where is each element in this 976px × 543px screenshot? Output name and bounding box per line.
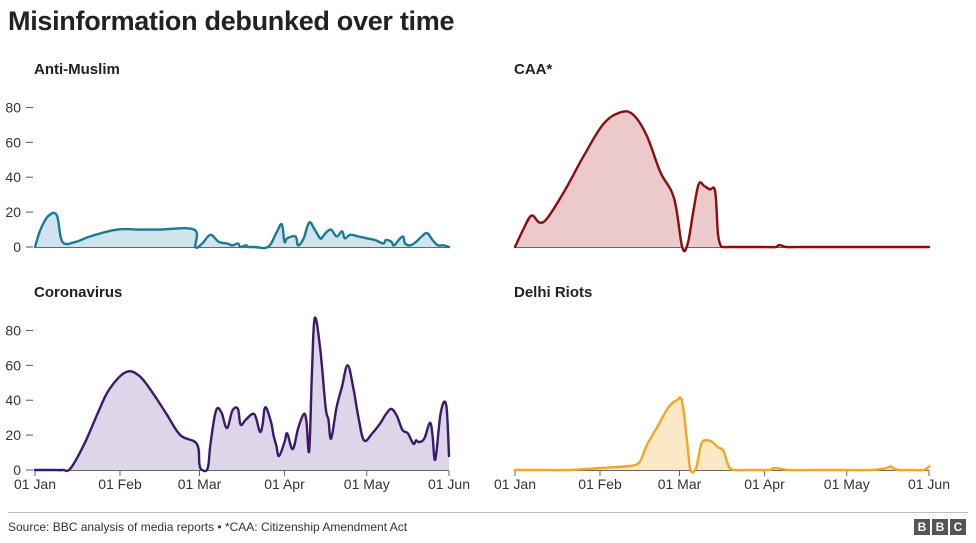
series-area	[35, 212, 449, 249]
y-tick-label: 80	[5, 99, 21, 115]
bbc-logo-letter: B	[932, 519, 948, 535]
series-area	[515, 397, 929, 473]
bbc-logo-letter: C	[950, 519, 966, 535]
y-tick-label: 0	[13, 239, 21, 255]
panel-title-coronavirus: Coronavirus	[34, 284, 123, 301]
panel-1	[513, 110, 931, 253]
x-tick-label: 01 Apr	[264, 476, 305, 492]
footer-divider	[8, 512, 968, 513]
panel-title-delhi-riots: Delhi Riots	[514, 284, 593, 301]
panel-3: 01 Jan 01 Feb 01 Mar 01 Apr 01 May 01 Jun	[494, 396, 950, 492]
x-tick-label: 01 May	[344, 476, 390, 492]
x-tick-label: 01 Jan	[494, 476, 536, 492]
series-area	[515, 111, 929, 252]
y-tick-label: 80	[5, 322, 21, 338]
panel-0: 0 20 40 60 80	[5, 99, 451, 255]
y-tick-label: 40	[5, 392, 21, 408]
bbc-logo: B B C	[914, 519, 966, 535]
series-line	[513, 396, 931, 474]
x-tick-label: 01 Jun	[428, 476, 470, 492]
panel-title-caa: CAA*	[514, 61, 553, 78]
panel-2: 0 20 40 60 80 01 Jan 01 Feb 01 Mar 01 Apr 01 May 0…	[5, 316, 470, 492]
y-tick-label: 60	[5, 134, 21, 150]
source-note: Source: BBC analysis of media reports • …	[8, 520, 408, 534]
chart-title: Misinformation debunked over time	[8, 6, 455, 36]
x-tick-label: 01 Feb	[578, 476, 622, 492]
series-line	[33, 316, 451, 473]
series-line	[513, 110, 931, 253]
y-tick-label: 20	[5, 204, 21, 220]
bbc-logo-letter: B	[914, 519, 930, 535]
x-tick-label: 01 Apr	[744, 476, 785, 492]
y-tick-label: 40	[5, 169, 21, 185]
x-tick-label: 01 Jan	[14, 476, 56, 492]
series-area	[35, 317, 449, 472]
y-tick-label: 0	[13, 462, 21, 478]
panel-title-anti-muslim: Anti-Muslim	[34, 61, 120, 78]
y-tick-label: 60	[5, 357, 21, 373]
x-tick-label: 01 Mar	[658, 476, 702, 492]
x-tick-label: 01 Jun	[908, 476, 950, 492]
x-tick-label: 01 Mar	[178, 476, 222, 492]
y-tick-label: 20	[5, 427, 21, 443]
series-line	[33, 211, 451, 250]
x-tick-label: 01 Feb	[98, 476, 142, 492]
x-tick-label: 01 May	[824, 476, 870, 492]
